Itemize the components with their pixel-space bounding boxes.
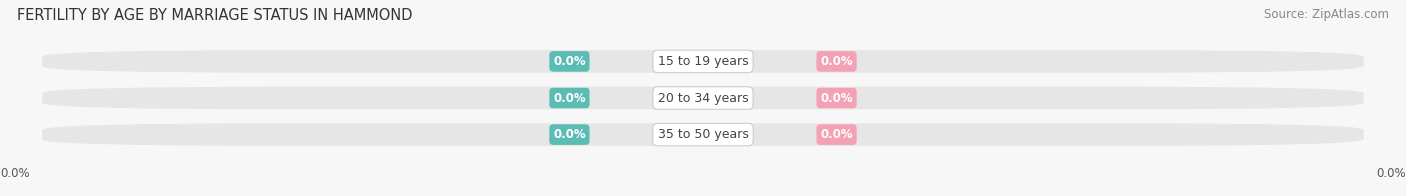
Text: 0.0%: 0.0% — [820, 92, 853, 104]
Text: 0.0%: 0.0% — [1376, 167, 1406, 180]
Text: 0.0%: 0.0% — [553, 55, 586, 68]
FancyBboxPatch shape — [42, 50, 1364, 73]
Text: Source: ZipAtlas.com: Source: ZipAtlas.com — [1264, 8, 1389, 21]
FancyBboxPatch shape — [42, 87, 1364, 109]
Text: 0.0%: 0.0% — [553, 128, 586, 141]
Text: 0.0%: 0.0% — [820, 55, 853, 68]
Text: 0.0%: 0.0% — [0, 167, 30, 180]
Text: 0.0%: 0.0% — [820, 128, 853, 141]
FancyBboxPatch shape — [42, 123, 1364, 146]
Text: FERTILITY BY AGE BY MARRIAGE STATUS IN HAMMOND: FERTILITY BY AGE BY MARRIAGE STATUS IN H… — [17, 8, 412, 23]
Text: 0.0%: 0.0% — [553, 92, 586, 104]
Text: 35 to 50 years: 35 to 50 years — [658, 128, 748, 141]
Text: 20 to 34 years: 20 to 34 years — [658, 92, 748, 104]
Text: 15 to 19 years: 15 to 19 years — [658, 55, 748, 68]
